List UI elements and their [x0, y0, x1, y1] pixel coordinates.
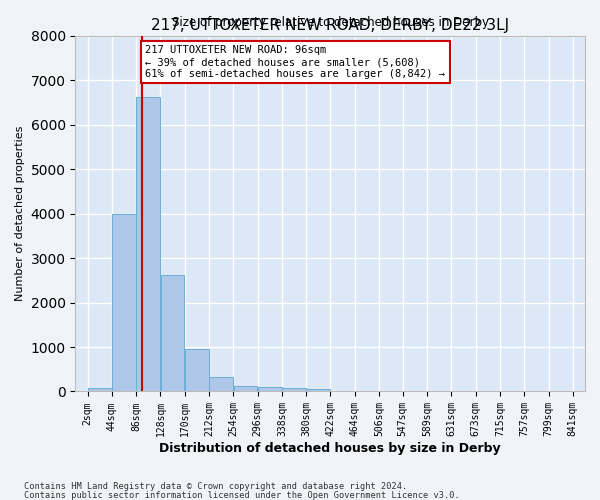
Title: 217, UTTOXETER NEW ROAD, DERBY, DE22 3LJ: 217, UTTOXETER NEW ROAD, DERBY, DE22 3LJ: [151, 18, 509, 33]
Text: Size of property relative to detached houses in Derby: Size of property relative to detached ho…: [172, 16, 489, 28]
Text: Contains HM Land Registry data © Crown copyright and database right 2024.: Contains HM Land Registry data © Crown c…: [24, 482, 407, 491]
Text: 217 UTTOXETER NEW ROAD: 96sqm
← 39% of detached houses are smaller (5,608)
61% o: 217 UTTOXETER NEW ROAD: 96sqm ← 39% of d…: [145, 46, 445, 78]
Bar: [307, 389, 330, 392]
Bar: [88, 388, 112, 392]
Text: Contains public sector information licensed under the Open Government Licence v3: Contains public sector information licen…: [24, 490, 460, 500]
Bar: [136, 97, 160, 392]
Bar: [209, 377, 233, 392]
Bar: [331, 390, 355, 392]
Bar: [233, 386, 257, 392]
Y-axis label: Number of detached properties: Number of detached properties: [15, 126, 25, 302]
Bar: [112, 214, 136, 392]
Bar: [258, 386, 281, 392]
X-axis label: Distribution of detached houses by size in Derby: Distribution of detached houses by size …: [160, 442, 501, 455]
Bar: [185, 349, 209, 392]
Bar: [161, 275, 184, 392]
Bar: [282, 388, 306, 392]
